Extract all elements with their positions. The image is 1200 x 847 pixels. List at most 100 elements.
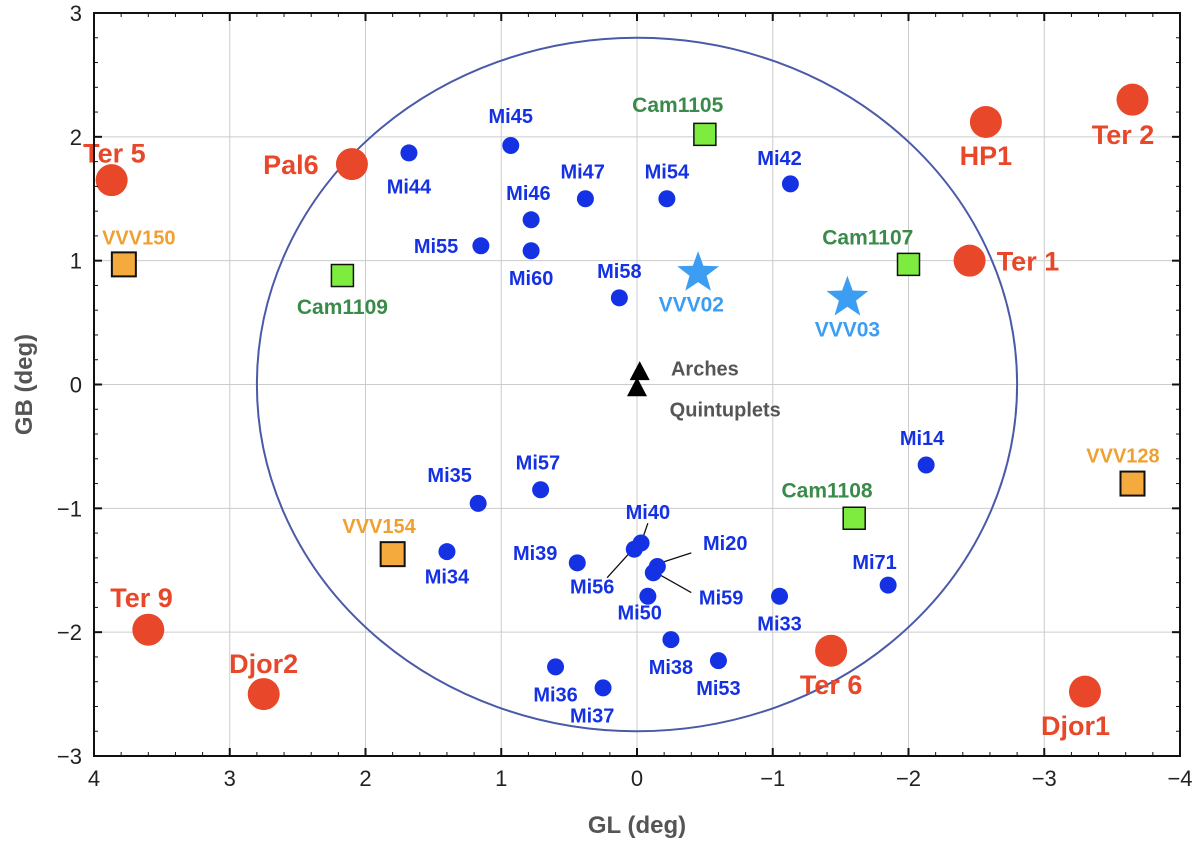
cluster-label-ter-2: Ter 2	[1092, 120, 1155, 150]
cluster-marker-mi46	[522, 211, 540, 229]
cluster-marker-vvv154	[379, 541, 406, 568]
cluster-label-mi71: Mi71	[852, 552, 896, 574]
cluster-marker-quintuplets	[627, 377, 647, 397]
cluster-label-cam1107: Cam1107	[822, 227, 913, 250]
cluster-marker-mi40	[632, 534, 650, 552]
cluster-marker-mi14	[917, 456, 935, 474]
cluster-marker-mi34	[438, 543, 456, 561]
cluster-marker-mi35	[469, 494, 487, 512]
cluster-label-cam1109: Cam1109	[297, 296, 388, 319]
cluster-label-mi54: Mi54	[645, 162, 690, 184]
y-tick-label: 3	[70, 1, 82, 26]
cluster-label-ter-1: Ter 1	[997, 246, 1060, 276]
cluster-label-mi37: Mi37	[570, 705, 614, 727]
x-tick-label: 3	[224, 766, 236, 791]
x-tick-label: −3	[1032, 766, 1057, 791]
x-tick-label: 4	[88, 766, 100, 791]
cluster-marker-djor1	[1068, 675, 1101, 708]
cluster-marker-mi54	[658, 190, 676, 208]
cluster-label-cam1105: Cam1105	[632, 94, 723, 117]
cluster-marker-ter-9	[132, 613, 165, 646]
x-tick-label: 1	[495, 766, 507, 791]
cluster-marker-cam1105	[693, 122, 717, 147]
cluster-marker-mi59	[644, 564, 662, 582]
x-tick-label: −4	[1167, 766, 1192, 791]
cluster-label-mi14: Mi14	[900, 428, 945, 450]
cluster-label-mi58: Mi58	[597, 261, 641, 283]
cluster-marker-mi39	[568, 554, 586, 572]
cluster-marker-mi58	[610, 289, 628, 307]
cluster-marker-mi37	[594, 679, 612, 697]
cluster-label-ter-6: Ter 6	[800, 670, 863, 700]
cluster-marker-cam1109	[330, 263, 355, 288]
cluster-marker-mi57	[532, 481, 550, 499]
cluster-label-mi42: Mi42	[757, 148, 801, 170]
cluster-marker-mi50	[639, 587, 657, 605]
cluster-label-djor1: Djor1	[1041, 711, 1110, 741]
cluster-marker-mi55	[472, 237, 490, 255]
cluster-markers	[95, 83, 1149, 711]
cluster-label-mi38: Mi38	[649, 657, 693, 679]
y-tick-label: −3	[57, 744, 82, 769]
cluster-label-mi59: Mi59	[699, 588, 743, 610]
y-tick-label: 0	[70, 373, 82, 398]
y-tick-label: −1	[57, 496, 82, 521]
cluster-label-mi57: Mi57	[516, 453, 560, 475]
axis-ticks: 4 3 2 1 0 −1 −2 −3 −4 3 2 1 0 −1 −2 −3	[57, 1, 1193, 791]
cluster-label-vvv03: VVV03	[815, 318, 880, 341]
cluster-label-mi46: Mi46	[506, 183, 550, 205]
cluster-marker-vvv03	[826, 275, 869, 316]
cluster-marker-mi60	[522, 242, 540, 260]
y-tick-label: −2	[57, 620, 82, 645]
x-tick-label: −2	[896, 766, 921, 791]
cluster-marker-vvv128	[1119, 470, 1146, 497]
cluster-label-mi40: Mi40	[626, 502, 670, 524]
cluster-marker-mi47	[576, 190, 594, 208]
cluster-label-hp1: HP1	[960, 141, 1013, 171]
y-tick-label: 1	[70, 249, 82, 274]
boundary-circle	[255, 36, 1019, 733]
boundary-circle-layer	[255, 36, 1019, 733]
cluster-marker-vvv150	[110, 251, 137, 278]
cluster-label-arches: Arches	[671, 359, 739, 381]
cluster-label-mi55: Mi55	[414, 236, 458, 258]
cluster-label-cam1108: Cam1108	[782, 479, 873, 502]
cluster-label-mi47: Mi47	[560, 162, 604, 184]
cluster-label-djor2: Djor2	[229, 649, 298, 679]
cluster-marker-vvv02	[677, 251, 719, 291]
leader-lines	[606, 522, 692, 594]
cluster-labels: Ter 5 Pal6 HP1 Ter 2 Ter 1 Ter 9 Djor2 Ter 6 Djo…	[83, 94, 1160, 741]
cluster-label-ter-5: Ter 5	[83, 139, 146, 169]
x-tick-label: −1	[760, 766, 785, 791]
cluster-label-mi20: Mi20	[703, 533, 747, 555]
cluster-label-pal6: Pal6	[263, 150, 319, 180]
cluster-marker-ter-5	[95, 164, 128, 197]
cluster-label-ter-9: Ter 9	[110, 583, 173, 613]
cluster-label-mi56: Mi56	[570, 577, 614, 599]
cluster-marker-hp1	[969, 105, 1002, 138]
cluster-label-mi60: Mi60	[509, 268, 553, 290]
cluster-label-mi33: Mi33	[757, 614, 801, 636]
y-axis-label: GB (deg)	[11, 334, 38, 435]
x-tick-label: 2	[359, 766, 371, 791]
y-tick-label: 2	[70, 125, 82, 150]
cluster-marker-ter-1	[953, 244, 986, 277]
cluster-label-mi50: Mi50	[617, 603, 661, 625]
cluster-marker-cam1107	[896, 252, 921, 277]
cluster-marker-mi53	[709, 652, 727, 670]
cluster-label-vvv02: VVV02	[659, 294, 724, 317]
cluster-label-mi45: Mi45	[489, 106, 533, 128]
cluster-label-mi35: Mi35	[427, 465, 471, 487]
cluster-marker-djor2	[247, 678, 280, 711]
cluster-marker-mi36	[547, 658, 565, 676]
cluster-label-quintuplets: Quintuplets	[670, 399, 781, 421]
cluster-label-mi34: Mi34	[425, 567, 470, 589]
leader-line	[655, 572, 692, 594]
cluster-marker-cam1108	[842, 506, 866, 530]
cluster-marker-pal6	[335, 148, 368, 181]
cluster-label-vvv150: VVV150	[102, 227, 175, 249]
cluster-label-vvv128: VVV128	[1086, 445, 1159, 467]
cluster-marker-mi33	[771, 587, 789, 605]
cluster-marker-mi38	[662, 631, 680, 649]
cluster-marker-mi45	[502, 137, 520, 155]
